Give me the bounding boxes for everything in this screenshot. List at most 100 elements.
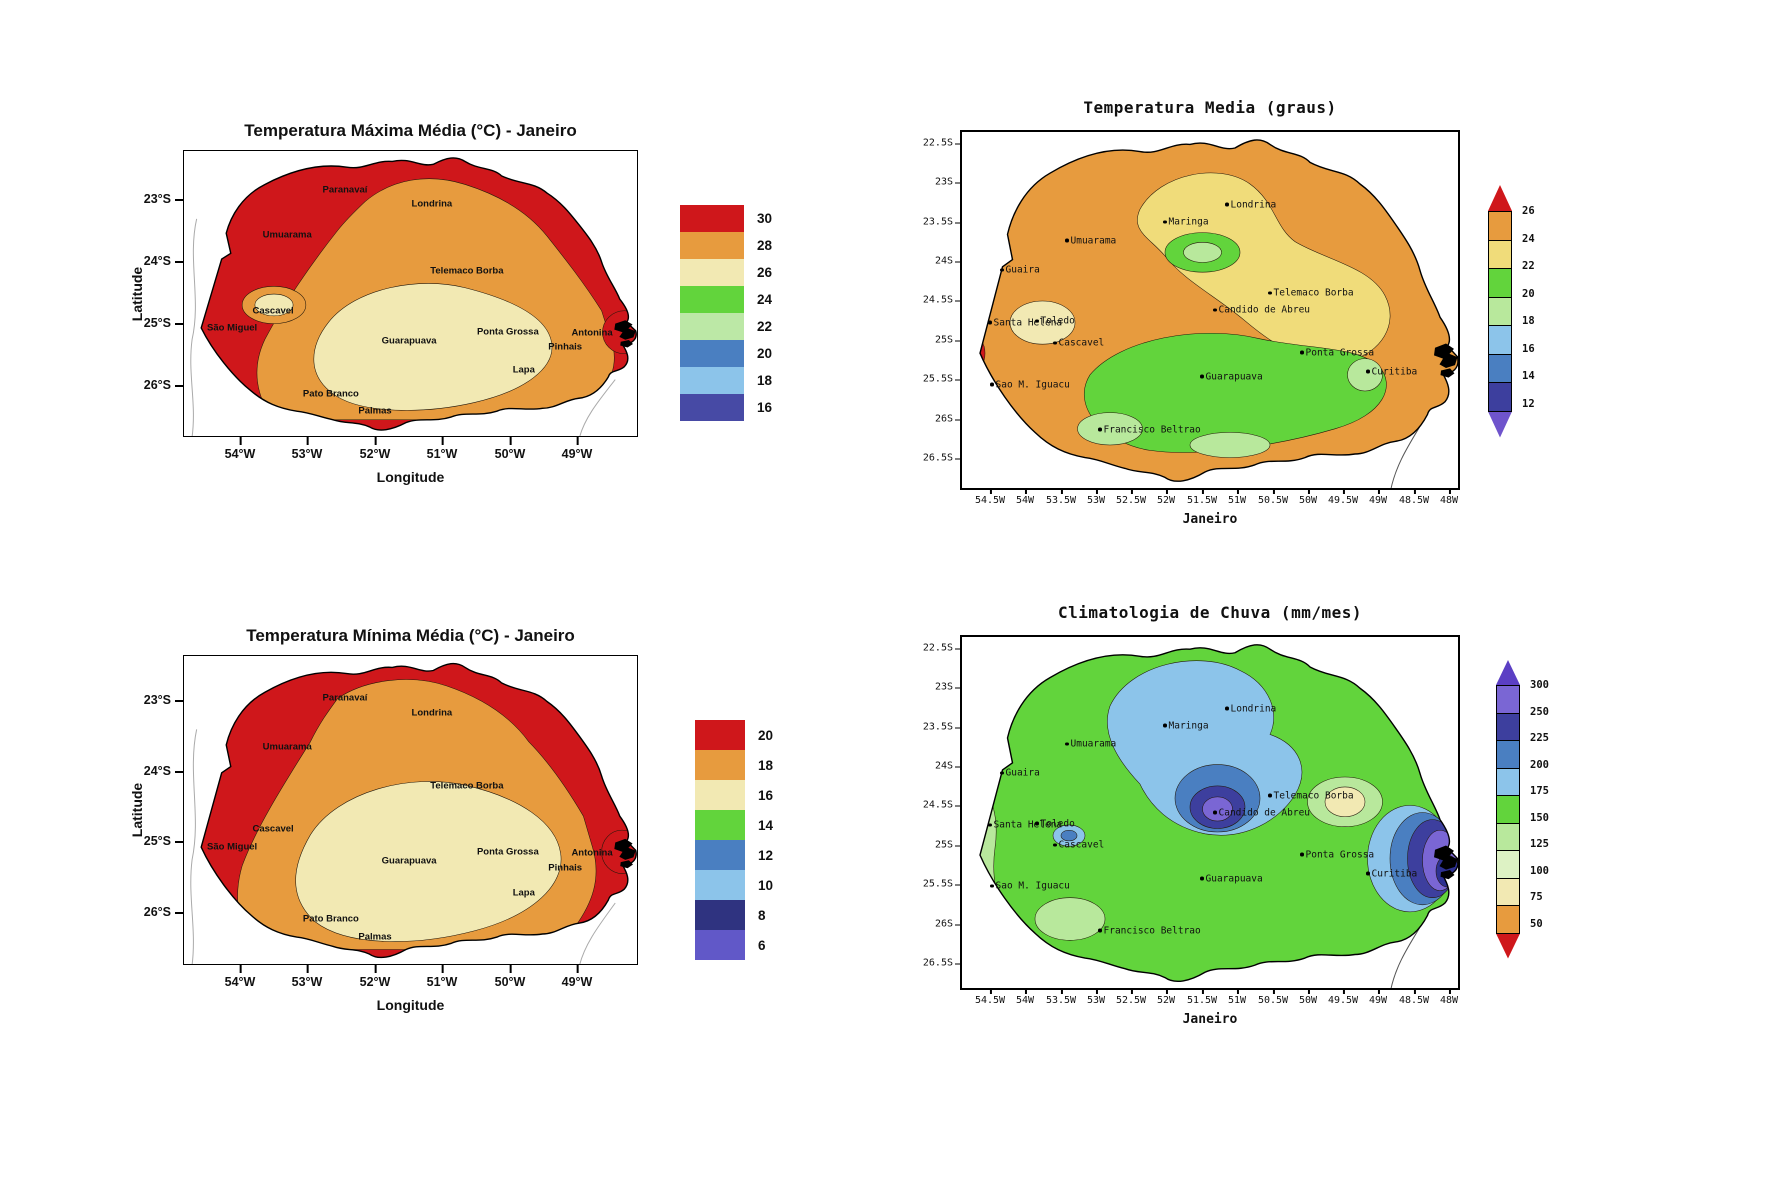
x-tick-label: 54.5W [974,489,1006,506]
colorbar-label: 225 [1530,732,1549,744]
x-tick-label: 53W [1086,489,1106,506]
city-label: Umuarama [1065,235,1117,246]
legend-value: 20 [757,346,773,361]
colorbar-label: 22 [1522,260,1535,272]
y-tick-label: 24.5S [922,799,961,811]
x-tick-label: 52.5W [1115,989,1147,1006]
city-label: Pinhais [548,862,583,874]
x-tick-label: 50°W [494,965,526,989]
x-tick-label: 49W [1368,989,1388,1006]
legend-swatch [695,930,745,960]
y-tick-label: 25.5S [922,878,961,890]
legend-value: 24 [757,292,773,307]
colorbar-label: 200 [1530,758,1549,771]
legend-swatch [695,810,745,840]
legend-swatch [680,205,744,232]
legend-value: 12 [758,847,774,863]
legend-swatch [680,232,744,259]
parana-map-chuva [960,635,1460,990]
x-tick-label: 53.5W [1045,489,1077,506]
legend-value: 30 [757,211,773,226]
city-label: Sao M. Iguacu [990,881,1070,892]
city-label: Cascavel [252,823,294,835]
x-tick-label: 49°W [561,965,593,989]
legend-swatch [680,394,744,421]
city-label: Curitiba [1366,868,1418,879]
colorbar-label: 100 [1530,864,1549,877]
colorbar-segment [1497,877,1519,905]
legend-swatch [680,259,744,286]
colorbar-label: 26 [1522,205,1535,217]
legend-value: 6 [758,937,766,953]
colorbar-segment [1489,382,1511,411]
x-tick-label: 51°W [426,965,458,989]
city-label: Francisco Beltrao [1098,925,1201,936]
x-tick-label: 50.5W [1257,489,1289,506]
y-tick-label: 24°S [143,254,184,268]
legend-value: 10 [758,877,774,893]
city-label: Ponta Grossa [476,846,539,858]
city-label: Telemaco Borba [1268,790,1354,801]
city-label: Guarapuava [381,855,437,867]
colorbar-segment [1489,353,1511,382]
y-tick-label: 26.5S [922,452,961,464]
y-tick-label: 23.5S [922,216,961,228]
y-tick-label: 25°S [143,834,184,848]
city-label: São Miguel [207,322,258,334]
colorbar-segment [1497,740,1519,768]
y-tick-label: 22.5S [922,137,961,149]
legend-swatch [695,900,745,930]
x-tick-label: 51W [1227,489,1247,506]
legend-value: 18 [757,373,773,388]
legend-swatch [695,780,745,810]
x-tick-label: 53°W [291,965,323,989]
x-tick-label: 52°W [359,437,391,461]
city-label: Telemaco Borba [1268,288,1354,299]
city-label: Guaira [1000,768,1040,779]
y-tick-label: 26S [934,413,961,425]
x-tick-label: 54°W [224,965,256,989]
x-tick-label: 49°W [561,437,593,461]
legend-value: 28 [757,238,773,253]
legend-value: 18 [758,757,774,773]
legend-value: 20 [758,727,774,743]
city-label: Maringa [1163,720,1209,731]
parana-map-tmedia [960,130,1460,490]
city-label: Palmas [358,405,392,417]
city-label: Antonina [571,847,613,859]
tmedia-colorbar [1488,185,1512,438]
colorbar-segment [1489,239,1511,268]
panel-tmax-ylabel: Latitude [129,266,145,321]
y-tick-label: 24°S [143,764,184,778]
x-tick-label: 53.5W [1045,989,1077,1006]
legend-swatch [695,870,745,900]
city-label: Telemaco Borba [430,780,504,792]
colorbar-label: 14 [1522,370,1535,382]
colorbar-segment [1497,850,1519,878]
city-label: Guarapuava [1200,873,1263,884]
x-tick-label: 49.5W [1327,989,1359,1006]
panel-tmax: Temperatura Máxima Média (°C) - Janeiro … [129,121,772,485]
legend-swatch [680,313,744,340]
legend-swatch [680,340,744,367]
legend-value: 22 [757,319,773,334]
colorbar-segment [1497,905,1519,933]
city-label: Guarapuava [1200,371,1263,382]
y-tick-label: 25°S [143,316,184,330]
x-tick-label: 48.5W [1398,989,1430,1006]
panel-tmedia-title: Temperatura Media (graus) [1083,98,1337,117]
city-label: Lapa [512,364,535,376]
colorbar-label: 125 [1530,838,1549,850]
colorbar-segment [1489,268,1511,297]
city-label: Londrina [1225,703,1277,714]
legend-value: 16 [757,400,773,415]
x-tick-label: 49.5W [1327,489,1359,506]
x-tick-label: 52W [1156,989,1176,1006]
colorbar-label: 150 [1530,811,1549,824]
legend-value: 8 [758,907,766,923]
x-tick-label: 53°W [291,437,323,461]
x-tick-label: 48W [1439,989,1459,1006]
colorbar-label: 16 [1522,342,1535,355]
city-label: Curitiba [1366,366,1418,377]
city-label: Londrina [1225,199,1277,210]
